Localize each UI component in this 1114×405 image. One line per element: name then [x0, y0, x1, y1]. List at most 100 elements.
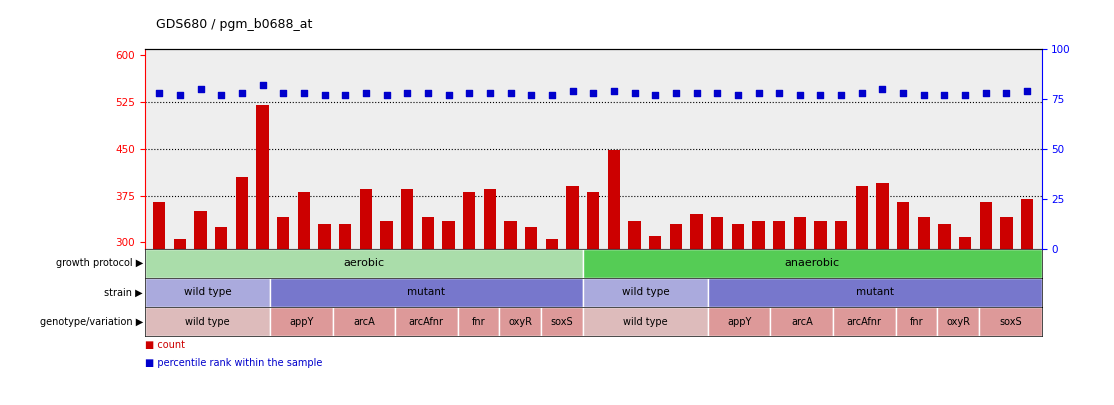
Text: arcA: arcA: [791, 317, 812, 326]
Bar: [195, 211, 207, 405]
Text: fnr: fnr: [471, 317, 486, 326]
Point: [543, 92, 560, 98]
Bar: [897, 202, 909, 405]
Point: [481, 90, 499, 96]
Point: [501, 90, 519, 96]
Bar: [422, 217, 434, 405]
Bar: [145, 307, 270, 336]
Point: [812, 92, 830, 98]
Point: [770, 90, 788, 96]
Bar: [380, 221, 393, 405]
Text: anaerobic: anaerobic: [784, 258, 840, 268]
Bar: [771, 307, 833, 336]
Point: [274, 90, 292, 96]
Bar: [395, 307, 458, 336]
Bar: [959, 237, 971, 405]
Text: wild type: wild type: [185, 317, 229, 326]
Point: [336, 92, 354, 98]
Bar: [458, 307, 499, 336]
Bar: [319, 224, 331, 405]
Text: fnr: fnr: [910, 317, 924, 326]
Bar: [773, 221, 785, 405]
Point: [832, 92, 850, 98]
Point: [729, 92, 746, 98]
Bar: [793, 217, 807, 405]
Bar: [332, 307, 395, 336]
Bar: [401, 189, 413, 405]
Bar: [525, 227, 537, 405]
Bar: [711, 217, 723, 405]
Bar: [339, 224, 351, 405]
Bar: [814, 221, 827, 405]
Point: [213, 92, 231, 98]
Text: wild type: wild type: [623, 317, 667, 326]
Bar: [546, 239, 558, 405]
Bar: [836, 221, 848, 405]
Text: arcAfnr: arcAfnr: [847, 317, 882, 326]
Bar: [360, 189, 372, 405]
Text: genotype/variation ▶: genotype/variation ▶: [40, 317, 143, 326]
Text: wild type: wild type: [622, 288, 670, 297]
Text: appY: appY: [727, 317, 751, 326]
Text: oxyR: oxyR: [508, 317, 532, 326]
Point: [956, 92, 974, 98]
Bar: [583, 249, 1042, 278]
Bar: [691, 214, 703, 405]
Point: [419, 90, 437, 96]
Bar: [877, 183, 889, 405]
Bar: [707, 307, 771, 336]
Point: [150, 90, 168, 96]
Point: [254, 81, 272, 88]
Bar: [732, 224, 744, 405]
Point: [750, 90, 768, 96]
Bar: [583, 307, 707, 336]
Point: [378, 92, 395, 98]
Text: growth protocol ▶: growth protocol ▶: [56, 258, 143, 268]
Bar: [215, 227, 227, 405]
Point: [233, 90, 251, 96]
Bar: [583, 278, 707, 307]
Bar: [270, 278, 583, 307]
Point: [399, 90, 417, 96]
Bar: [153, 202, 166, 405]
Point: [460, 90, 478, 96]
Text: aerobic: aerobic: [343, 258, 384, 268]
Bar: [628, 221, 641, 405]
Bar: [670, 224, 682, 405]
Point: [1018, 87, 1036, 94]
Bar: [297, 192, 310, 405]
Bar: [896, 307, 937, 336]
Text: ■ count: ■ count: [145, 340, 185, 350]
Text: mutant: mutant: [408, 288, 446, 297]
Bar: [587, 192, 599, 405]
Point: [936, 92, 954, 98]
Point: [605, 87, 623, 94]
Point: [315, 92, 333, 98]
Point: [172, 92, 189, 98]
Point: [709, 90, 726, 96]
Bar: [752, 221, 764, 405]
Bar: [979, 202, 991, 405]
Bar: [566, 186, 579, 405]
Bar: [442, 221, 455, 405]
Bar: [145, 249, 583, 278]
Point: [791, 92, 809, 98]
Text: arcAfnr: arcAfnr: [409, 317, 443, 326]
Text: GDS680 / pgm_b0688_at: GDS680 / pgm_b0688_at: [156, 18, 312, 31]
Bar: [1000, 217, 1013, 405]
Text: mutant: mutant: [856, 288, 893, 297]
Text: wild type: wild type: [184, 288, 232, 297]
Point: [646, 92, 664, 98]
Point: [895, 90, 912, 96]
Point: [564, 87, 582, 94]
Point: [295, 90, 313, 96]
Bar: [979, 307, 1042, 336]
Bar: [505, 221, 517, 405]
Point: [522, 92, 540, 98]
Point: [853, 90, 871, 96]
Bar: [707, 278, 1042, 307]
Text: ■ percentile rank within the sample: ■ percentile rank within the sample: [145, 358, 322, 369]
Point: [667, 90, 685, 96]
Bar: [499, 307, 541, 336]
Text: soxS: soxS: [999, 317, 1022, 326]
